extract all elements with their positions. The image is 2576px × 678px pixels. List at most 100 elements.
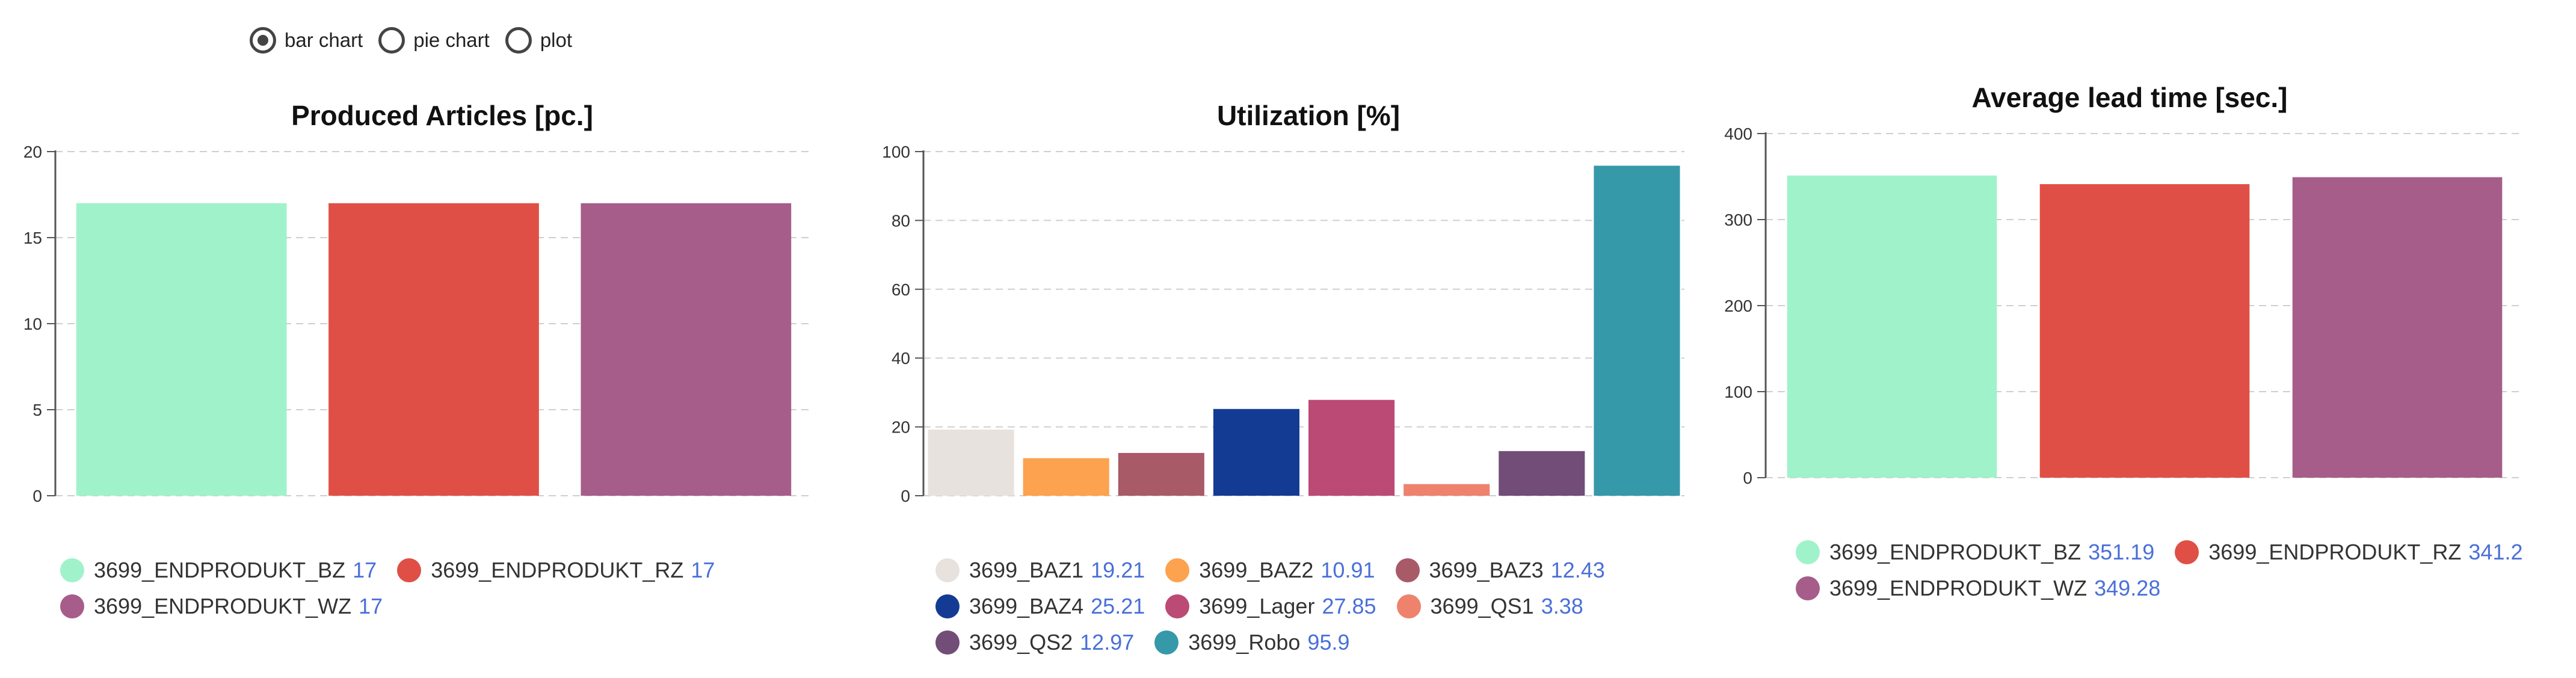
utilization-legend: 3699_BAZ1 19.21 3699_BAZ2 10.91 3699_BAZ3 12.… — [935, 552, 1718, 661]
legend-label: 3699_BAZ4 — [969, 594, 1084, 618]
legend-item[interactable]: 3699_BAZ2 10.91 — [1165, 552, 1375, 588]
radio-button-icon[interactable] — [378, 27, 405, 54]
y-tick-label: 40 — [892, 349, 910, 368]
legend-value: 12.43 — [1550, 558, 1605, 582]
bar-3699_BAZ4[interactable] — [1213, 408, 1299, 496]
bar-3699_BAZ1[interactable] — [928, 430, 1014, 496]
legend-value: 12.97 — [1080, 630, 1135, 655]
bar-3699_QS2[interactable] — [1499, 451, 1585, 496]
legend-value: 17 — [353, 558, 377, 582]
bar-3699_QS1[interactable] — [1404, 484, 1490, 496]
legend-item[interactable]: 3699_ENDPRODUKT_WZ 17 — [60, 588, 383, 624]
legend-marker — [60, 558, 84, 582]
legend-label: 3699_ENDPRODUKT_RZ — [431, 558, 684, 582]
bar-3699_ENDPRODUKT_RZ[interactable] — [2039, 184, 2250, 478]
legend-label: 3699_BAZ2 — [1199, 558, 1314, 582]
legend-value: 19.21 — [1091, 558, 1145, 582]
average-lead-time-chart: Average lead time [sec.] 0 100 200 300 400 — [1715, 66, 2575, 487]
radio-pie-chart[interactable]: pie chart — [378, 27, 490, 54]
y-tick-label: 20 — [892, 418, 910, 437]
legend-item[interactable]: 3699_ENDPRODUKT_RZ 341.2 — [2175, 534, 2523, 570]
chart-title: Average lead time [sec.] — [1972, 82, 2288, 113]
radio-plot[interactable]: plot — [505, 27, 572, 54]
y-tick-label: 0 — [32, 487, 42, 505]
bar-3699_ENDPRODUKT_BZ[interactable] — [1787, 175, 1997, 478]
legend-value: 95.9 — [1307, 630, 1350, 655]
chart-title: Utilization [%] — [1217, 100, 1400, 131]
legend-marker — [935, 594, 960, 618]
legend-marker — [935, 630, 960, 655]
radio-button-icon[interactable] — [250, 27, 276, 54]
legend-label: 3699_Lager — [1199, 594, 1315, 618]
bar-3699_ENDPRODUKT_WZ[interactable] — [2292, 177, 2503, 478]
legend-value: 10.91 — [1320, 558, 1375, 582]
y-tick-label: 5 — [32, 401, 42, 419]
legend-value: 351.19 — [2088, 540, 2155, 564]
legend-item[interactable]: 3699_QS1 3.38 — [1396, 588, 1583, 624]
legend-label: 3699_QS1 — [1430, 594, 1534, 618]
legend-item[interactable]: 3699_ENDPRODUKT_BZ 17 — [60, 552, 377, 588]
legend-value: 341.2 — [2468, 540, 2523, 564]
legend-label: 3699_BAZ3 — [1429, 558, 1544, 582]
legend-item[interactable]: 3699_BAZ3 12.43 — [1395, 552, 1605, 588]
y-tick-label: 400 — [1724, 125, 1752, 143]
legend-marker — [60, 594, 84, 618]
legend-value: 349.28 — [2094, 576, 2161, 600]
legend-marker — [935, 558, 960, 582]
chart-svg: Produced Articles [pc.] 0 5 10 15 20 — [23, 100, 812, 505]
y-tick-label: 20 — [23, 143, 42, 161]
legend-value: 17 — [359, 594, 383, 618]
legend-item[interactable]: 3699_BAZ1 19.21 — [935, 552, 1145, 588]
legend-item[interactable]: 3699_ENDPRODUKT_BZ 351.19 — [1796, 534, 2154, 570]
legend-marker — [1396, 594, 1421, 618]
legend-label: 3699_Robo — [1188, 630, 1301, 655]
y-tick-label: 60 — [892, 280, 910, 299]
legend-item[interactable]: 3699_ENDPRODUKT_RZ 17 — [397, 552, 715, 588]
bar-3699_BAZ3[interactable] — [1118, 452, 1204, 496]
legend-label: 3699_ENDPRODUKT_RZ — [2208, 540, 2462, 564]
bar-3699_Lager[interactable] — [1308, 399, 1395, 496]
y-tick-label: 300 — [1724, 211, 1752, 229]
legend-label: 3699_ENDPRODUKT_BZ — [94, 558, 346, 582]
legend-item[interactable]: 3699_BAZ4 25.21 — [935, 588, 1145, 624]
y-tick-label: 100 — [882, 143, 910, 161]
legend-value: 3.38 — [1541, 594, 1583, 618]
y-tick-label: 0 — [1743, 469, 1752, 487]
legend-label: 3699_ENDPRODUKT_WZ — [1829, 576, 2088, 600]
y-tick-label: 100 — [1724, 383, 1752, 401]
legend-label: 3699_QS2 — [969, 630, 1073, 655]
chart-svg: Utilization [%] 0 20 40 60 80 100 — [882, 100, 1684, 505]
legend-marker — [1165, 558, 1190, 582]
y-tick-label: 80 — [892, 211, 910, 230]
legend-marker — [1796, 576, 1820, 600]
bar-3699_ENDPRODUKT_BZ[interactable] — [76, 203, 287, 496]
bar-3699_ENDPRODUKT_RZ[interactable] — [328, 203, 539, 496]
y-tick-label: 200 — [1724, 297, 1752, 315]
radio-bar-chart[interactable]: bar chart — [250, 27, 363, 54]
radio-label: bar chart — [285, 29, 363, 51]
radio-button-icon[interactable] — [505, 27, 532, 54]
legend-item[interactable]: 3699_QS2 12.97 — [935, 624, 1134, 661]
chart-svg: Average lead time [sec.] 0 100 200 300 400 — [1724, 82, 2524, 487]
legend-value: 25.21 — [1091, 594, 1145, 618]
legend-item[interactable]: 3699_Lager 27.85 — [1165, 588, 1376, 624]
legend-item[interactable]: 3699_ENDPRODUKT_WZ 349.28 — [1796, 570, 2160, 606]
legend-marker — [1796, 540, 1820, 564]
bar-3699_BAZ2[interactable] — [1023, 458, 1109, 496]
produced-articles-chart: Produced Articles [pc.] 0 5 10 15 20 — [0, 84, 842, 505]
legend-label: 3699_ENDPRODUKT_WZ — [94, 594, 352, 618]
average-lead-time-legend: 3699_ENDPRODUKT_BZ 351.19 3699_ENDPRODUKT_… — [1796, 534, 2566, 606]
legend-label: 3699_ENDPRODUKT_BZ — [1829, 540, 2081, 564]
legend-marker — [397, 558, 422, 582]
bar-3699_Robo[interactable] — [1594, 165, 1680, 496]
chart-type-selector: bar chart pie chart plot — [250, 27, 588, 54]
legend-item[interactable]: 3699_Robo 95.9 — [1154, 624, 1350, 661]
radio-label: pie chart — [413, 29, 490, 51]
radio-label: plot — [540, 29, 573, 51]
legend-value: 27.85 — [1322, 594, 1376, 618]
utilization-chart: Utilization [%] 0 20 40 60 80 100 — [842, 84, 1715, 505]
y-tick-label: 15 — [23, 229, 42, 247]
y-tick-label: 10 — [23, 315, 42, 333]
bar-3699_ENDPRODUKT_WZ[interactable] — [581, 203, 792, 496]
legend-label: 3699_BAZ1 — [969, 558, 1084, 582]
